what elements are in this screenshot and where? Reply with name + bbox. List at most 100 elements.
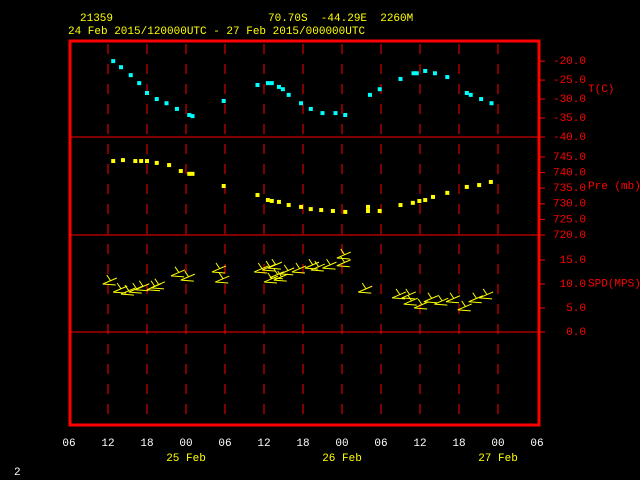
data-point (190, 171, 195, 176)
wind-barb (113, 282, 128, 294)
x-tick-label: 12 (101, 438, 114, 450)
date-label: 26 Feb (322, 453, 362, 465)
data-point (432, 71, 437, 76)
x-tick-label: 06 (530, 438, 543, 450)
data-point (445, 190, 450, 195)
period: 24 Feb 2015/120000UTC - 27 Feb 2015/0000… (68, 26, 365, 38)
x-tick-label: 12 (257, 438, 270, 450)
data-point (333, 111, 338, 116)
data-point (308, 207, 313, 212)
wind-barb (267, 258, 283, 270)
x-tick-label: 00 (335, 438, 348, 450)
x-tick-label: 18 (140, 438, 153, 450)
data-point (119, 65, 123, 70)
y-tick-label: -40.0 (553, 132, 586, 144)
data-point (139, 159, 144, 164)
wind-barb (403, 294, 418, 306)
data-point (410, 200, 415, 205)
y-tick-label: 745.0 (553, 152, 586, 164)
frame (68, 39, 541, 427)
data-point (308, 106, 313, 111)
y-tick-label: 15.0 (560, 255, 586, 267)
data-point (276, 84, 281, 89)
data-point (445, 75, 450, 80)
data-point (128, 73, 133, 78)
y-axis-label: T(C) (588, 84, 614, 96)
wind-barb (146, 280, 162, 292)
data-point (111, 159, 116, 164)
station-id: 21359 (80, 13, 113, 25)
wind-barb (211, 262, 227, 274)
data-point (488, 179, 493, 184)
wind-barb (261, 260, 277, 272)
wind-barb (310, 260, 325, 272)
data-point (330, 208, 335, 213)
y-tick-label: 720.0 (553, 230, 586, 242)
x-tick-label: 12 (413, 438, 426, 450)
wind-barb (135, 280, 150, 292)
data-point (366, 208, 370, 213)
data-point (265, 198, 270, 203)
data-point (343, 209, 348, 214)
y-tick-label: 740.0 (553, 167, 586, 179)
y-tick-label: 5.0 (566, 303, 586, 315)
y-tick-label: 0.0 (566, 327, 586, 339)
wind-barb (445, 292, 461, 304)
wind-barb (358, 282, 373, 294)
data-point (423, 198, 428, 203)
wind-barb (413, 298, 429, 310)
wind-barb (102, 274, 117, 286)
data-point (367, 92, 372, 97)
y-tick-label: -35.0 (553, 113, 586, 125)
data-point (431, 194, 435, 199)
x-tick-label: 18 (296, 438, 309, 450)
x-tick-label: 06 (218, 438, 231, 450)
data-point (255, 193, 260, 198)
x-tick-label: 06 (62, 438, 75, 450)
data-point (489, 101, 494, 106)
data-point (265, 81, 270, 86)
wind-barb (391, 288, 407, 300)
wind-barb (180, 270, 195, 282)
data-point (366, 204, 370, 209)
data-point (320, 111, 325, 116)
wind-barb (150, 278, 166, 290)
page-number: 2 (14, 467, 21, 479)
station-location: 70.70S -44.29E 2260M (268, 13, 413, 25)
wind-barb (280, 264, 295, 276)
date-label: 27 Feb (478, 453, 518, 465)
date-label: 25 Feb (166, 453, 206, 465)
y-axis-label: SPD(MPS) (588, 278, 640, 290)
wind-barb (468, 292, 483, 304)
wind-barb (128, 282, 143, 294)
wind-barb (336, 248, 351, 260)
data-point (398, 203, 403, 208)
data-point (187, 112, 192, 117)
data-point (269, 198, 274, 203)
data-point (464, 184, 469, 189)
data-point (343, 112, 348, 117)
data-point (120, 158, 125, 163)
data-point (286, 92, 291, 97)
wind-barb (336, 256, 351, 268)
wind-barb (120, 284, 136, 296)
data-point (178, 169, 183, 174)
data-point (377, 87, 382, 92)
data-point (269, 81, 274, 86)
x-tick-label: 00 (179, 438, 192, 450)
data-point (299, 101, 304, 106)
x-tick-label: 18 (452, 438, 465, 450)
data-point (299, 204, 304, 209)
y-axis-label: Pre (mb) (588, 181, 640, 193)
data-point (280, 87, 285, 92)
data-point (255, 83, 260, 88)
x-tick-label: 00 (491, 438, 504, 450)
data-point (398, 76, 403, 81)
x-tick-label: 06 (374, 438, 387, 450)
wind-barb (478, 288, 494, 300)
data-point (414, 71, 419, 76)
data-point (145, 159, 149, 164)
wind-barb (322, 258, 337, 270)
